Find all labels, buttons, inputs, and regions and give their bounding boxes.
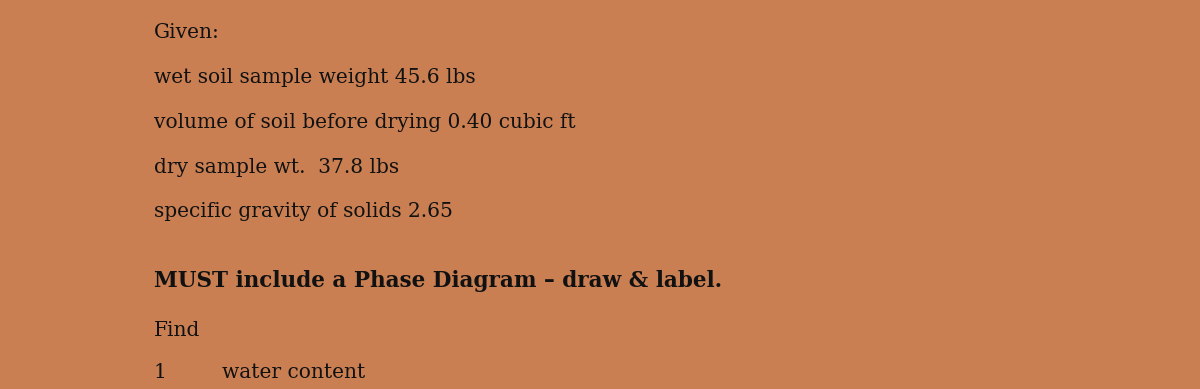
Text: water content: water content: [222, 363, 365, 382]
Text: volume of soil before drying 0.40 cubic ft: volume of soil before drying 0.40 cubic …: [154, 113, 575, 132]
Text: wet soil sample weight 45.6 lbs: wet soil sample weight 45.6 lbs: [154, 68, 475, 87]
Text: 1: 1: [154, 363, 167, 382]
Text: specific gravity of solids 2.65: specific gravity of solids 2.65: [154, 202, 452, 221]
Text: Given:: Given:: [154, 23, 220, 42]
Text: MUST include a Phase Diagram – draw & label.: MUST include a Phase Diagram – draw & la…: [154, 270, 721, 293]
Text: Find: Find: [154, 321, 200, 340]
Text: dry sample wt.  37.8 lbs: dry sample wt. 37.8 lbs: [154, 158, 398, 177]
